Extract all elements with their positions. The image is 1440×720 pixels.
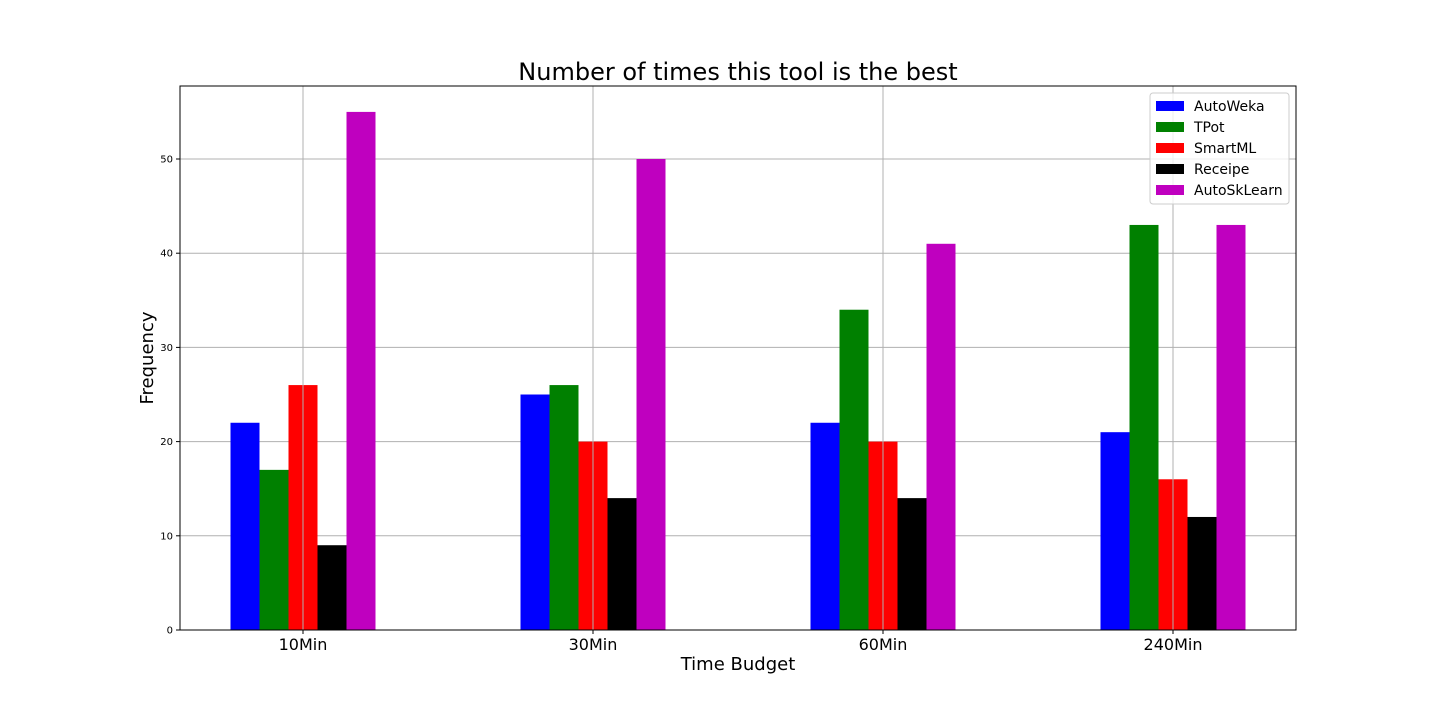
bar-autosklearn-10min (346, 111, 376, 630)
legend-swatch-smartml (1156, 143, 1184, 153)
bar-tpot-10min (259, 469, 289, 630)
bar-receipe-240min (1187, 516, 1217, 630)
bar-tpot-30min (549, 385, 579, 630)
x-tick-label: 60Min (859, 635, 908, 654)
legend-label-autosklearn: AutoSkLearn (1194, 183, 1283, 199)
bar-receipe-10min (317, 545, 347, 630)
bar-autoweka-10min (230, 422, 260, 630)
y-tick-label: 20 (160, 437, 173, 448)
legend-swatch-tpot (1156, 122, 1184, 132)
x-axis-title: Time Budget (680, 654, 796, 675)
bar-autoweka-30min (520, 394, 550, 630)
bar-autosklearn-30min (636, 159, 666, 630)
x-tick-label: 10Min (279, 635, 328, 654)
legend-label-autoweka: AutoWeka (1194, 99, 1265, 115)
y-tick-label: 10 (160, 531, 173, 542)
ticks: 0 10 20 30 40 50 10Min 30Min 60Min 240Min (160, 155, 1202, 654)
y-axis-title: Frequency (137, 311, 158, 404)
legend-label-smartml: SmartML (1194, 141, 1256, 157)
legend-box (1149, 92, 1290, 205)
bar-receipe-60min (897, 498, 927, 630)
y-tick-label: 30 (160, 343, 173, 354)
bar-autosklearn-60min (926, 243, 956, 630)
y-tick-label: 40 (160, 249, 173, 260)
legend-swatch-autoweka (1156, 101, 1184, 111)
y-tick-label: 0 (167, 626, 173, 637)
legend-label-tpot: TPot (1193, 120, 1225, 136)
legend-swatch-autosklearn (1156, 185, 1184, 195)
legend-label-receipe: Receipe (1194, 162, 1249, 178)
x-tick-label: 240Min (1144, 635, 1203, 654)
bars (230, 86, 1246, 630)
bar-autosklearn-240min (1216, 224, 1246, 630)
plot-frame (179, 85, 1297, 631)
bar-autoweka-60min (810, 422, 840, 630)
bar-autoweka-240min (1100, 432, 1130, 630)
y-tick-label: 50 (160, 155, 173, 166)
bar-tpot-240min (1129, 224, 1159, 630)
bar-tpot-60min (839, 309, 869, 630)
x-tick-label: 30Min (569, 635, 618, 654)
chart-title: Number of times this tool is the best (518, 58, 957, 86)
bar-receipe-30min (607, 498, 637, 630)
legend: AutoWeka TPot SmartML Receipe AutoSkLearn (1149, 92, 1290, 205)
legend-swatch-receipe (1156, 164, 1184, 174)
